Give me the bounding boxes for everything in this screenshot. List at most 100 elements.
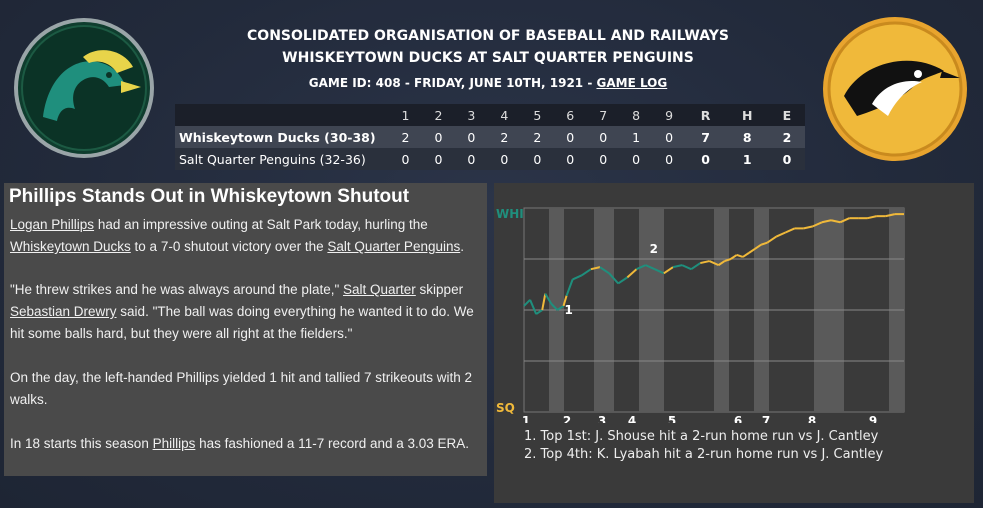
hits-total: 1 [725,148,769,170]
inning-header: 8 [619,104,653,126]
game-story-panel[interactable]: Phillips Stands Out in Whiskeytown Shuto… [4,183,487,476]
win-prob-segment [724,258,732,262]
inning-header: 2 [421,104,455,126]
story-paragraph-2: "He threw strikes and he was always arou… [10,279,482,345]
win-prob-segment [748,247,756,254]
win-prob-segment [709,260,719,267]
box-header-row: 1 2 3 4 5 6 7 8 9 R H E [175,104,805,126]
inning-score: 0 [652,148,686,170]
win-prob-segment [742,252,750,258]
bottom-axis-label: SQ [496,401,515,415]
story-text: had an impressive outing at Salt Park to… [94,217,428,232]
inning-score: 0 [421,148,455,170]
x-tick-label: 8 [808,414,816,423]
story-headline: Phillips Stands Out in Whiskeytown Shuto… [9,186,410,207]
win-prob-segment [562,295,568,307]
home-team-logo[interactable] [822,16,967,161]
win-prob-segment [654,268,665,275]
team-link[interactable]: Salt Quarter [343,282,416,297]
win-prob-segment [626,268,638,279]
win-prob-segment [754,243,762,250]
win-prob-segment [830,219,841,224]
win-prob-segment [736,253,744,258]
x-tick-label: 3 [598,414,606,423]
inning-header: 5 [520,104,554,126]
win-prob-segment [672,264,683,269]
hits-total: 8 [725,126,769,148]
inning-score: 0 [454,148,488,170]
story-text: skipper [415,282,464,297]
win-prob-segment [885,213,896,218]
win-prob-segment [565,279,574,297]
win-prob-segment [760,241,768,246]
away-team-name[interactable]: Whiskeytown Ducks (30-38) [175,126,389,148]
win-prob-segment [581,268,592,277]
inning-score: 2 [487,126,521,148]
story-paragraph-3: On the day, the left-handed Phillips yie… [10,370,473,407]
inning-score: 0 [520,148,554,170]
win-prob-segment [608,272,619,285]
inning-score: 0 [586,126,620,148]
story-paragraph-4: In 18 starts this season Phillips has fa… [10,433,482,455]
box-header-team [175,104,389,126]
win-prob-segment [663,266,674,275]
x-tick-label: 4 [628,414,636,423]
story-text: In 18 starts this season [10,436,153,451]
inning-score: 0 [421,126,455,148]
win-prob-segment [590,266,601,271]
win-probability-panel: WHI SQ 1 2 3 4 5 6 7 8 9 1 2 1. Top 1st: J. Shouse h… [494,183,974,503]
inning-score: 2 [389,126,422,148]
player-link[interactable]: Logan Phillips [10,217,95,232]
inning-header: 3 [454,104,488,126]
manager-link[interactable]: Sebastian Drewry [10,304,117,319]
league-title: CONSOLIDATED ORGANISATION OF BASEBALL AN… [247,28,729,44]
team-link[interactable]: Salt Quarter Penguins [327,239,461,254]
matchup-title: WHISKEYTOWN DUCKS AT SALT QUARTER PENGUI… [282,50,694,66]
win-prob-segment [523,299,531,307]
event-marker: 1 [564,303,572,317]
errors-header: E [768,104,805,126]
story-text: to a 7-0 shutout victory over the [130,239,328,254]
duck-icon [14,18,154,158]
win-prob-segment [803,225,814,230]
x-tick-label: 5 [668,414,676,423]
story-paragraph-1: Logan Phillips had an impressive outing … [10,214,482,258]
inning-score: 0 [454,126,488,148]
win-prob-segment [541,293,547,311]
player-link[interactable]: Phillips [152,436,196,451]
story-text: said. "The ball was doing everything he … [10,304,474,341]
win-prob-segment [617,276,628,285]
story-text: . [460,239,464,254]
home-team-name[interactable]: Salt Quarter Penguins (32-36) [175,148,389,170]
game-info: GAME ID: 408 - FRIDAY, JUNE 10TH, 1921 -… [200,76,776,90]
x-tick-label: 7 [762,414,770,423]
win-prob-segment [556,305,565,311]
x-tick-label: 2 [563,414,571,423]
event-note: 1. Top 1st: J. Shouse hit a 2-run home r… [524,429,879,444]
game-log-link[interactable]: GAME LOG [596,76,668,90]
win-prob-segment [599,266,610,275]
box-row-home[interactable]: Salt Quarter Penguins (32-36) 0 0 0 0 0 … [175,148,805,170]
inning-score: 0 [389,148,422,170]
box-row-away[interactable]: Whiskeytown Ducks (30-38) 2 0 0 2 2 0 0 … [175,126,805,148]
hits-header: H [725,104,769,126]
inning-score: 0 [553,126,587,148]
inning-header: 6 [553,104,587,126]
win-prob-segment [529,299,538,315]
win-prob-segment [718,260,726,266]
event-note: 2. Top 4th: K. Lyabah hit a 2-run home r… [524,447,884,462]
away-team-logo[interactable] [13,17,155,159]
win-prob-segment [550,303,559,311]
team-link[interactable]: Whiskeytown Ducks [10,239,131,254]
win-prob-segment [785,227,795,234]
x-tick-label: 9 [869,414,877,423]
inning-score: 0 [619,148,653,170]
top-axis-label: WHI [496,207,524,221]
inning-score: 0 [487,148,521,170]
inning-score: 0 [553,148,587,170]
win-prob-segment [645,264,656,271]
win-prob-segment [867,215,877,220]
inning-score: 0 [652,126,686,148]
inning-header: 9 [652,104,686,126]
game-id-text: GAME ID: 408 - FRIDAY, JUNE 10TH, 1921 - [308,76,597,90]
